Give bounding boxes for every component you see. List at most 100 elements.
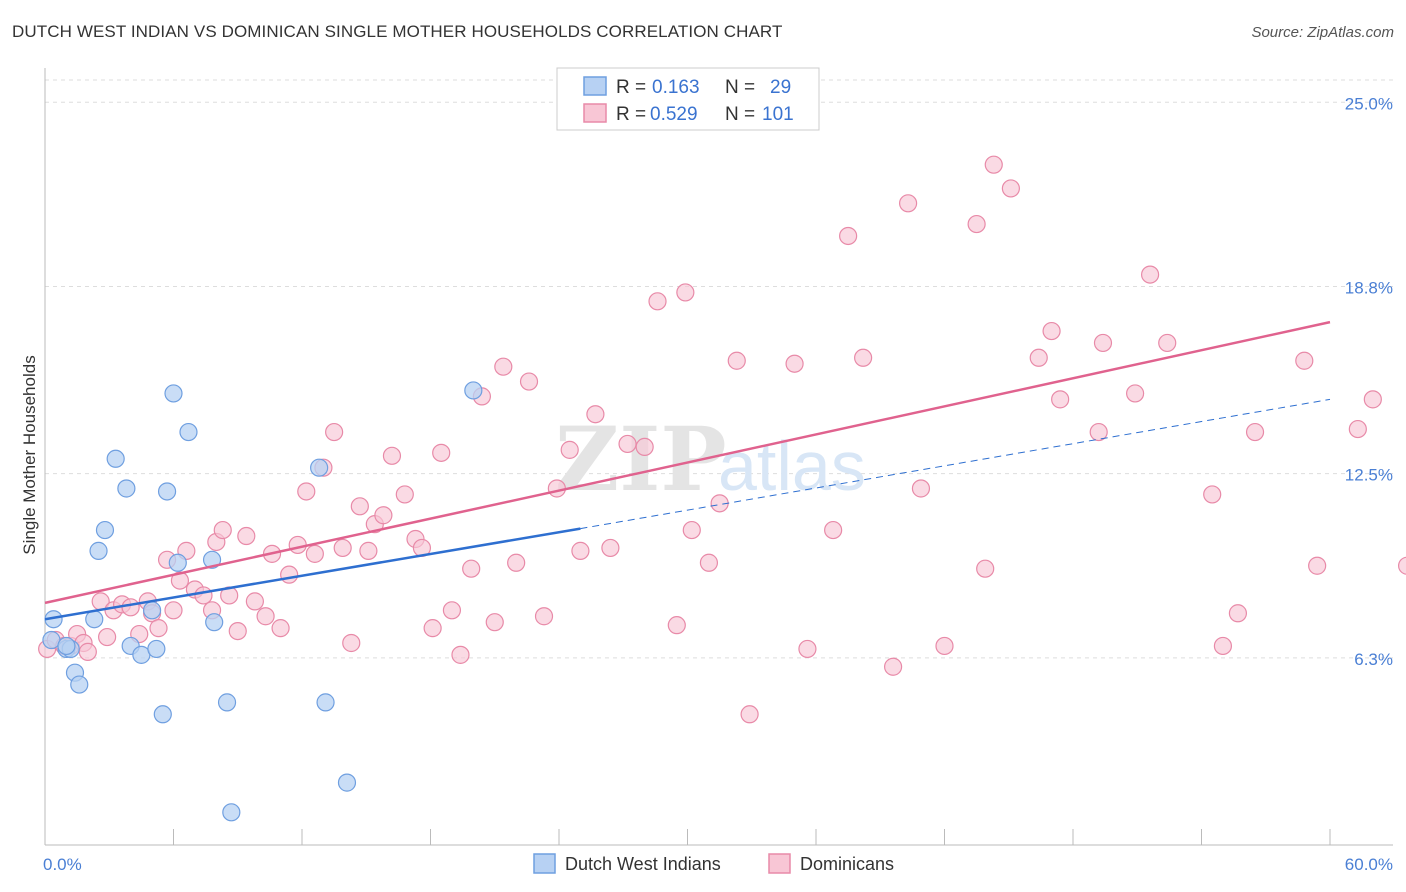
dutch-west-indians-point-25 (316, 693, 335, 712)
dominicans-point-96 (1213, 636, 1233, 656)
dominicans-point-11 (121, 598, 140, 617)
dutch-west-indians-trend-dashed (580, 398, 1331, 530)
dominicans-point-103 (1398, 556, 1406, 575)
dutch-west-indians-point-17 (164, 384, 183, 403)
dominicans-point-17 (164, 601, 183, 620)
legend-blue-swatch (583, 76, 607, 96)
dominicans-point-27 (237, 526, 256, 546)
dominicans-point-83 (967, 214, 986, 234)
dominicans-point-34 (297, 482, 316, 501)
dominicans-point-86 (1001, 179, 1020, 198)
dominicans-point-63 (601, 538, 620, 558)
dominicans-point-57 (519, 372, 539, 391)
dutch-west-indians-point-13 (142, 601, 162, 620)
dominicans-point-95 (1203, 485, 1222, 504)
dutch-west-indians-point-15 (153, 705, 172, 724)
dutch-west-indians-point-6 (85, 610, 104, 629)
y-axis-label: Single Mother Households (20, 355, 39, 554)
dominicans-point-65 (635, 437, 654, 457)
dominicans-point-92 (1126, 384, 1145, 403)
dutch-west-indians-point-28 (57, 636, 76, 656)
dominicans-point-73 (740, 705, 759, 724)
y-tick-label-2: 18.8% (1345, 278, 1393, 297)
dominicans-point-6 (78, 642, 97, 661)
dominicans-point-32 (280, 565, 299, 584)
dominicans-point-78 (854, 348, 873, 367)
dominicans-point-18 (170, 571, 190, 590)
bottom-legend-blue-label: Dutch West Indians (565, 854, 721, 874)
series-legend: Dutch West Indians Dominicans (533, 853, 894, 874)
bottom-legend-blue-swatch (533, 853, 556, 874)
legend-pink-r-label: R = (616, 104, 646, 125)
legend-blue-r-label: R = (616, 77, 646, 98)
dutch-west-indians-point-19 (179, 422, 198, 442)
dominicans-point-61 (571, 541, 590, 560)
legend-blue-n-label: N = (725, 77, 755, 98)
dominicans-trend-line (44, 320, 1331, 605)
trend-lines (44, 320, 1331, 621)
dominicans-point-85 (984, 155, 1003, 174)
dominicans-point-41 (359, 541, 378, 560)
dominicans-point-90 (1089, 422, 1108, 442)
dutch-west-indians-point-24 (310, 458, 329, 477)
dominicans-point-74 (785, 354, 804, 373)
dutch-west-indians-points (42, 381, 483, 822)
dominicans-point-28 (245, 592, 264, 611)
dominicans-point-98 (1245, 422, 1265, 442)
dominicans-points (38, 155, 1406, 724)
dominicans-point-40 (350, 497, 369, 516)
dominicans-point-82 (935, 636, 954, 656)
dominicans-point-52 (462, 559, 481, 578)
dominicans-point-93 (1140, 265, 1160, 284)
dominicans-point-64 (618, 434, 637, 454)
legend-blue-n-value: 29 (770, 77, 791, 98)
dominicans-point-24 (213, 520, 232, 540)
correlation-legend: R = 0.163 N = 29 R = 0.529 N = 101 (556, 67, 820, 131)
y-tick-label-3: 25.0% (1345, 94, 1393, 113)
dominicans-point-37 (325, 422, 344, 442)
dutch-west-indians-point-16 (157, 482, 177, 501)
dominicans-point-8 (98, 627, 117, 647)
dutch-west-indians-point-27 (464, 381, 483, 400)
x-tick-label-max: 60.0% (1345, 855, 1393, 874)
legend-pink-r-value: 0.529 (650, 104, 698, 125)
axes (44, 68, 1393, 846)
dominicans-point-33 (288, 535, 307, 555)
dominicans-point-43 (374, 506, 393, 525)
dominicans-point-58 (534, 607, 554, 626)
dominicans-point-99 (1295, 351, 1314, 370)
dutch-west-indians-point-9 (106, 449, 125, 468)
dominicans-point-51 (451, 645, 470, 664)
y-tick-label-1: 12.5% (1345, 466, 1393, 485)
dutch-west-indians-point-20 (202, 550, 222, 569)
dominicans-point-97 (1228, 604, 1248, 623)
dutch-west-indians-point-8 (95, 520, 115, 540)
dominicans-point-80 (898, 194, 918, 213)
dominicans-point-44 (382, 446, 402, 465)
x-tick-label-min: 0.0% (43, 855, 82, 874)
dominicans-point-75 (798, 639, 817, 659)
chart-title: DUTCH WEST INDIAN VS DOMINICAN SINGLE MO… (12, 22, 783, 41)
dominicans-point-38 (333, 538, 352, 558)
dutch-west-indians-point-14 (147, 639, 166, 659)
source-credit: Source: ZipAtlas.com (1251, 24, 1394, 41)
dominicans-point-79 (883, 657, 903, 676)
dominicans-point-48 (423, 619, 442, 638)
dominicans-point-89 (1051, 390, 1070, 409)
tick-labels: 6.3% 12.5% 18.8% 25.0% 0.0% 60.0% (43, 94, 1393, 874)
dominicans-point-88 (1042, 321, 1061, 341)
dominicans-point-91 (1093, 333, 1113, 353)
dominicans-point-45 (395, 485, 414, 504)
dominicans-point-70 (699, 553, 719, 572)
grid-lines (45, 79, 1393, 659)
dominicans-point-77 (839, 226, 858, 246)
dutch-west-indians-point-21 (205, 613, 224, 632)
dutch-west-indians-point-26 (337, 773, 357, 792)
dutch-west-indians-point-10 (117, 479, 136, 498)
dominicans-point-87 (1029, 348, 1048, 367)
dominicans-point-60 (560, 440, 579, 459)
dominicans-point-49 (432, 443, 451, 462)
dominicans-point-102 (1363, 390, 1382, 409)
legend-pink-n-label: N = (725, 104, 755, 125)
